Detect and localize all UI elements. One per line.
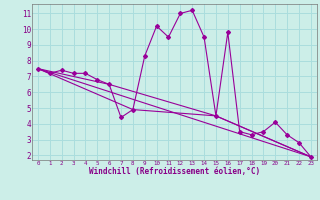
X-axis label: Windchill (Refroidissement éolien,°C): Windchill (Refroidissement éolien,°C) [89,167,260,176]
